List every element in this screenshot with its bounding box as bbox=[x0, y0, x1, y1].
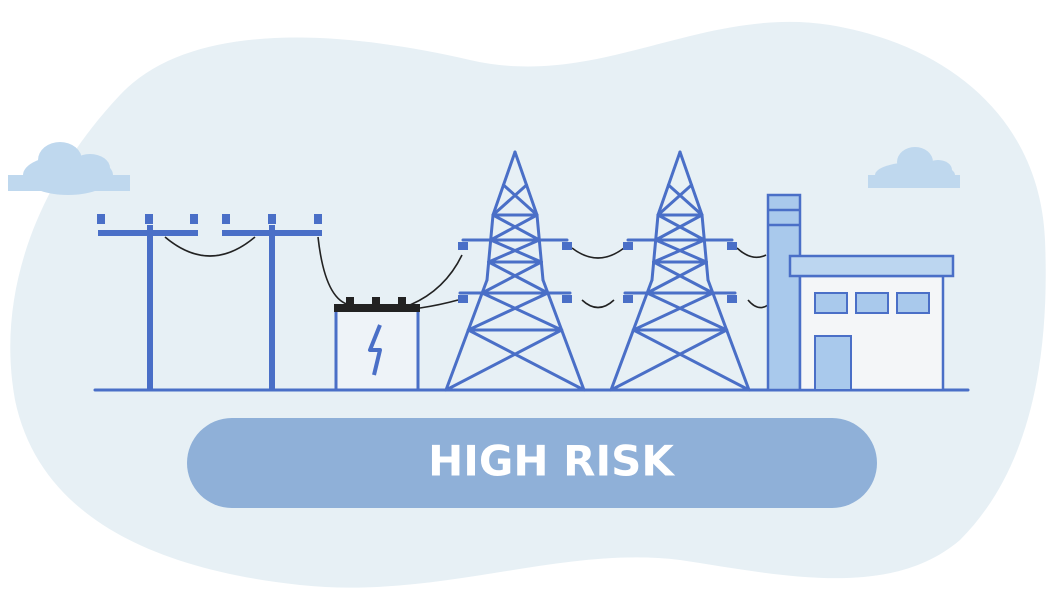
tower-strut bbox=[706, 278, 751, 392]
insulator bbox=[727, 242, 737, 250]
tower-strut bbox=[631, 328, 751, 392]
insulator bbox=[458, 242, 468, 250]
risk-badge bbox=[187, 418, 877, 508]
wires bbox=[164, 236, 769, 309]
tower-strut bbox=[466, 291, 550, 332]
power-plant bbox=[766, 193, 955, 392]
insulator bbox=[623, 242, 633, 250]
insulator bbox=[562, 295, 572, 303]
utility-poles bbox=[97, 214, 322, 390]
tower-strut bbox=[609, 328, 729, 392]
insulator bbox=[458, 295, 468, 303]
insulator bbox=[727, 295, 737, 303]
tower-strut bbox=[645, 291, 729, 332]
tower-strut bbox=[541, 278, 586, 392]
tower-strut bbox=[535, 213, 545, 282]
cloud-left bbox=[8, 142, 130, 195]
tower-strut bbox=[656, 150, 682, 217]
tower-strut bbox=[656, 183, 694, 217]
tower-strut bbox=[466, 328, 586, 392]
tower-strut bbox=[513, 150, 539, 217]
tower-strut bbox=[485, 213, 495, 282]
tower-strut bbox=[650, 213, 660, 282]
tower-strut bbox=[480, 291, 564, 332]
tower-strut bbox=[444, 328, 564, 392]
tower-strut bbox=[444, 278, 489, 392]
tower-strut bbox=[652, 260, 715, 295]
tower-strut bbox=[678, 150, 704, 217]
tower-strut bbox=[487, 260, 550, 295]
insulator bbox=[562, 242, 572, 250]
tower-strut bbox=[654, 213, 704, 242]
tower-strut bbox=[491, 150, 517, 217]
transmission-towers bbox=[444, 150, 751, 392]
tower-strut bbox=[491, 183, 529, 217]
risk-label: HIGH RISK bbox=[428, 437, 675, 486]
tower-strut bbox=[652, 238, 706, 264]
cloud-right bbox=[868, 147, 960, 188]
insulator bbox=[623, 295, 633, 303]
tower-strut bbox=[480, 260, 543, 295]
tower-strut bbox=[666, 183, 704, 217]
transformer bbox=[334, 297, 420, 392]
tower-strut bbox=[489, 213, 539, 242]
tower-strut bbox=[487, 238, 541, 264]
tower-strut bbox=[501, 183, 539, 217]
tower-strut bbox=[645, 260, 708, 295]
tower-strut bbox=[700, 213, 710, 282]
tower-strut bbox=[609, 278, 654, 392]
tower-strut bbox=[631, 291, 715, 332]
